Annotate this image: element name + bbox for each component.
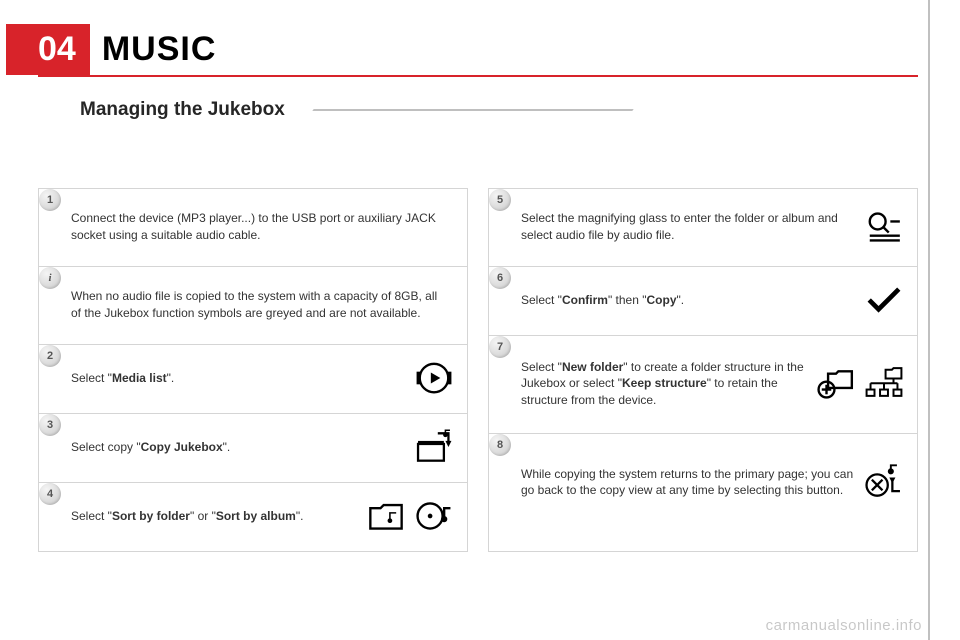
step-8-text: While copying the system returns to the …: [503, 466, 865, 498]
t: Copy Jukebox: [141, 440, 223, 454]
step-1-text: Connect the device (MP3 player...) to th…: [53, 210, 453, 242]
badge-1: 1: [39, 189, 61, 211]
t: ".: [167, 371, 175, 385]
t: Select ": [521, 360, 562, 374]
t: Sort by folder: [112, 509, 190, 523]
header: 04 MUSIC Managing the Jukebox: [38, 24, 918, 121]
t: New folder: [562, 360, 623, 374]
page: 04 MUSIC Managing the Jukebox 1 Connect …: [0, 0, 960, 640]
new-folder-icon: [817, 365, 855, 403]
step-info-text: When no audio file is copied to the syst…: [53, 288, 453, 320]
sidebar-divider: [928, 0, 930, 640]
t: ".: [677, 293, 685, 307]
t: Media list: [112, 371, 167, 385]
left-column: 1 Connect the device (MP3 player...) to …: [38, 188, 468, 552]
step-4: 4 Select "Sort by folder" or "Sort by al…: [39, 483, 467, 551]
icon-magnify: [865, 208, 903, 246]
step-3-text: Select copy "Copy Jukebox".: [53, 439, 415, 455]
step-7-text: Select "New folder" to create a folder s…: [503, 359, 817, 408]
right-column: 5 Select the magnifying glass to enter t…: [488, 188, 918, 552]
subtitle: Managing the Jukebox: [80, 99, 321, 121]
title-row: 04 MUSIC: [38, 24, 918, 77]
t: Keep structure: [622, 376, 707, 390]
step-7: 7 Select "New folder" to create a folder…: [489, 336, 917, 434]
step-2: 2 Select "Media list".: [39, 345, 467, 414]
t: Select copy ": [71, 440, 141, 454]
sort-album-icon: [415, 497, 453, 535]
t: " then ": [608, 293, 647, 307]
checkmark-icon: [865, 281, 903, 319]
step-8: 8 While copying the system returns to th…: [489, 434, 917, 532]
t: Select ": [71, 509, 112, 523]
sort-folder-icon: [367, 497, 405, 535]
copy-jukebox-icon: [415, 428, 453, 466]
badge-7: 7: [489, 336, 511, 358]
t: ".: [223, 440, 231, 454]
t: Select ": [71, 371, 112, 385]
step-5: 5 Select the magnifying glass to enter t…: [489, 189, 917, 267]
keep-structure-icon: [865, 365, 903, 403]
t: ".: [296, 509, 304, 523]
icon-copy-view: [865, 463, 903, 501]
step-6-text: Select "Confirm" then "Copy".: [503, 292, 865, 308]
columns: 1 Connect the device (MP3 player...) to …: [38, 188, 918, 552]
subtitle-rule: [312, 109, 633, 111]
badge-8: 8: [489, 434, 511, 456]
magnifying-glass-icon: [865, 208, 903, 246]
copy-view-icon: [865, 463, 903, 501]
step-2-text: Select "Media list".: [53, 370, 415, 386]
icon-sort: [367, 497, 453, 535]
badge-6: 6: [489, 267, 511, 289]
step-5-text: Select the magnifying glass to enter the…: [503, 210, 865, 242]
page-title: MUSIC: [90, 24, 247, 75]
t: " or ": [190, 509, 216, 523]
step-1: 1 Connect the device (MP3 player...) to …: [39, 189, 467, 267]
t: Confirm: [562, 293, 608, 307]
icon-folders: [817, 365, 903, 403]
t: Copy: [647, 293, 677, 307]
media-list-icon: [415, 359, 453, 397]
badge-5: 5: [489, 189, 511, 211]
step-4-text: Select "Sort by folder" or "Sort by albu…: [53, 508, 367, 524]
t: Sort by album: [216, 509, 296, 523]
badge-4: 4: [39, 483, 61, 505]
icon-media-list: [415, 359, 453, 397]
section-number: 04: [6, 24, 90, 75]
watermark: carmanualsonline.info: [766, 617, 922, 634]
step-info: i When no audio file is copied to the sy…: [39, 267, 467, 345]
t: Select ": [521, 293, 562, 307]
subtitle-row: Managing the Jukebox: [80, 99, 918, 121]
badge-2: 2: [39, 345, 61, 367]
step-6: 6 Select "Confirm" then "Copy".: [489, 267, 917, 336]
icon-confirm: [865, 281, 903, 319]
step-3: 3 Select copy "Copy Jukebox".: [39, 414, 467, 483]
badge-3: 3: [39, 414, 61, 436]
badge-info: i: [39, 267, 61, 289]
icon-copy-jukebox: [415, 428, 453, 466]
